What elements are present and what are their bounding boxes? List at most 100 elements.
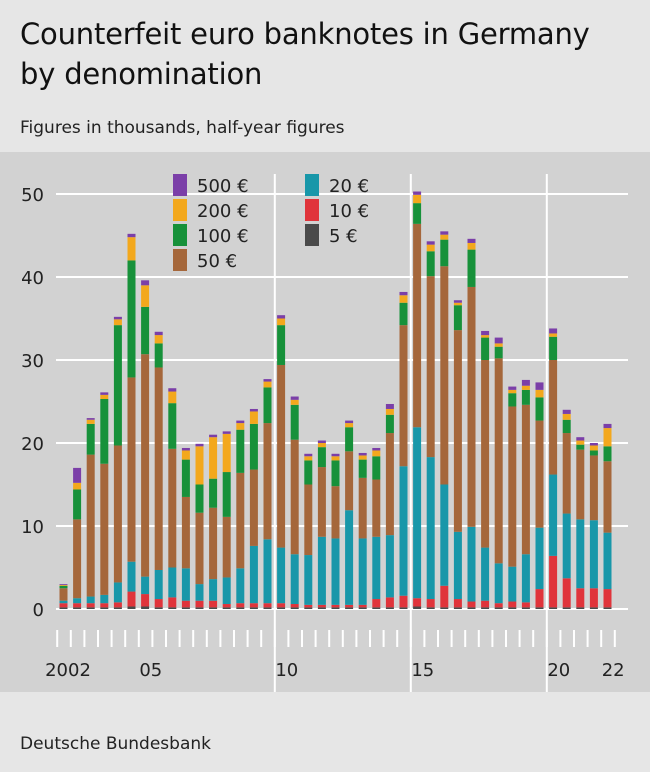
bar-segment-100-euro xyxy=(86,423,95,455)
bar-segment-100-euro xyxy=(345,427,354,452)
bar-segment-5-euro xyxy=(141,606,150,609)
bar-segment-100-euro xyxy=(385,414,394,434)
bar-segment-200-euro xyxy=(345,423,354,428)
bar-segment-500-euro xyxy=(195,443,204,447)
x-tick-label: 05 xyxy=(139,660,162,681)
bar-segment-20-euro xyxy=(113,582,122,603)
bar-segment-5-euro xyxy=(535,607,544,609)
bar-segment-50-euro xyxy=(209,507,218,580)
bar-segment-20-euro xyxy=(426,457,435,600)
bar-segment-500-euro xyxy=(358,452,367,456)
bar-segment-50-euro xyxy=(562,433,571,514)
bar-segment-500-euro xyxy=(372,447,381,451)
bar-segment-200-euro xyxy=(589,445,598,451)
bar-segment-20-euro xyxy=(100,594,109,604)
bar-segment-5-euro xyxy=(100,607,109,609)
bar-segment-100-euro xyxy=(317,447,326,468)
bar-segment-500-euro xyxy=(168,388,177,392)
bar-segment-500-euro xyxy=(385,403,394,409)
x-tick-label: 15 xyxy=(411,660,434,681)
bar-segment-20-euro xyxy=(358,538,367,605)
legend-label: 200 € xyxy=(197,201,249,222)
bar-segment-5-euro xyxy=(263,607,272,609)
bar-segment-10-euro xyxy=(249,603,258,608)
legend-label: 50 € xyxy=(197,251,237,272)
bar-segment-20-euro xyxy=(508,566,517,602)
bar-segment-200-euro xyxy=(263,381,272,388)
legend-swatch xyxy=(173,224,187,246)
bar-segment-500-euro xyxy=(331,453,340,457)
bar-segment-500-euro xyxy=(73,467,82,483)
legend-swatch xyxy=(305,174,319,196)
bar-segment-20-euro xyxy=(467,526,476,602)
bar-segment-20-euro xyxy=(195,584,204,601)
bar-segment-200-euro xyxy=(549,333,558,337)
bar-segment-200-euro xyxy=(358,455,367,460)
bar-segment-100-euro xyxy=(141,306,150,355)
bar-segment-5-euro xyxy=(127,606,136,609)
bar-segment-500-euro xyxy=(453,300,462,303)
bar-segment-10-euro xyxy=(195,600,204,608)
bar-segment-5-euro xyxy=(249,607,258,609)
bar-segment-10-euro xyxy=(508,601,517,608)
legend-label: 10 € xyxy=(329,201,369,222)
header: Counterfeit euro banknotes in Germany by… xyxy=(0,0,650,152)
bar-segment-100-euro xyxy=(181,459,190,497)
bar-segment-10-euro xyxy=(399,595,408,608)
bar-segment-500-euro xyxy=(413,191,422,195)
bar-segment-500-euro xyxy=(222,431,231,434)
bar-segment-200-euro xyxy=(181,450,190,460)
legend-label: 500 € xyxy=(197,176,249,197)
bar-segment-500-euro xyxy=(263,379,272,382)
bar-segment-20-euro xyxy=(331,538,340,605)
legend-label: 5 € xyxy=(329,226,358,247)
bar-segment-50-euro xyxy=(277,364,286,548)
bar-segment-50-euro xyxy=(440,266,449,485)
bar-segment-50-euro xyxy=(508,406,517,567)
bar-segment-5-euro xyxy=(222,607,231,609)
bar-segment-500-euro xyxy=(589,443,598,446)
bar-segment-20-euro xyxy=(440,484,449,586)
bar-segment-500-euro xyxy=(209,434,218,438)
bar-segment-5-euro xyxy=(86,607,95,609)
bar-segment-100-euro xyxy=(426,251,435,277)
bar-segment-200-euro xyxy=(535,389,544,398)
x-tick-label: 22 xyxy=(602,660,625,681)
bar-segment-200-euro xyxy=(372,450,381,457)
bar-segment-10-euro xyxy=(372,599,381,608)
bar-segment-100-euro xyxy=(195,484,204,513)
bar-segment-50-euro xyxy=(73,519,82,599)
bar-segment-500-euro xyxy=(86,418,95,420)
bar-segment-10-euro xyxy=(549,555,558,608)
bar-segment-500-euro xyxy=(113,316,122,320)
bar-segment-20-euro xyxy=(209,579,218,601)
bar-segment-500-euro xyxy=(535,382,544,390)
bar-segment-500-euro xyxy=(277,315,286,319)
bar-segment-5-euro xyxy=(549,607,558,609)
bar-segment-50-euro xyxy=(413,223,422,428)
bar-segment-500-euro xyxy=(345,420,354,424)
bar-segment-100-euro xyxy=(453,305,462,331)
bar-segment-5-euro xyxy=(358,607,367,609)
bar-segment-100-euro xyxy=(562,419,571,434)
bar-segment-20-euro xyxy=(453,531,462,600)
bar-segment-100-euro xyxy=(603,446,612,462)
bar-segment-100-euro xyxy=(589,450,598,456)
bar-segment-500-euro xyxy=(181,447,190,451)
bar-segment-50-euro xyxy=(113,445,122,583)
bar-segment-200-euro xyxy=(168,391,177,404)
bar-segment-100-euro xyxy=(535,397,544,421)
bar-segment-10-euro xyxy=(181,600,190,608)
x-tick-label: 2002 xyxy=(45,660,91,681)
bar-segment-200-euro xyxy=(222,433,231,473)
bar-segment-20-euro xyxy=(317,536,326,605)
bar-segment-50-euro xyxy=(589,455,598,521)
bar-segment-200-euro xyxy=(141,285,150,307)
bar-segment-5-euro xyxy=(372,607,381,609)
bar-segment-10-euro xyxy=(141,594,150,607)
bar-segment-500-euro xyxy=(100,392,109,395)
bar-segment-200-euro xyxy=(304,456,313,461)
bar-segment-50-euro xyxy=(249,469,258,546)
bar-segment-200-euro xyxy=(467,242,476,250)
bar-segment-200-euro xyxy=(494,343,503,347)
